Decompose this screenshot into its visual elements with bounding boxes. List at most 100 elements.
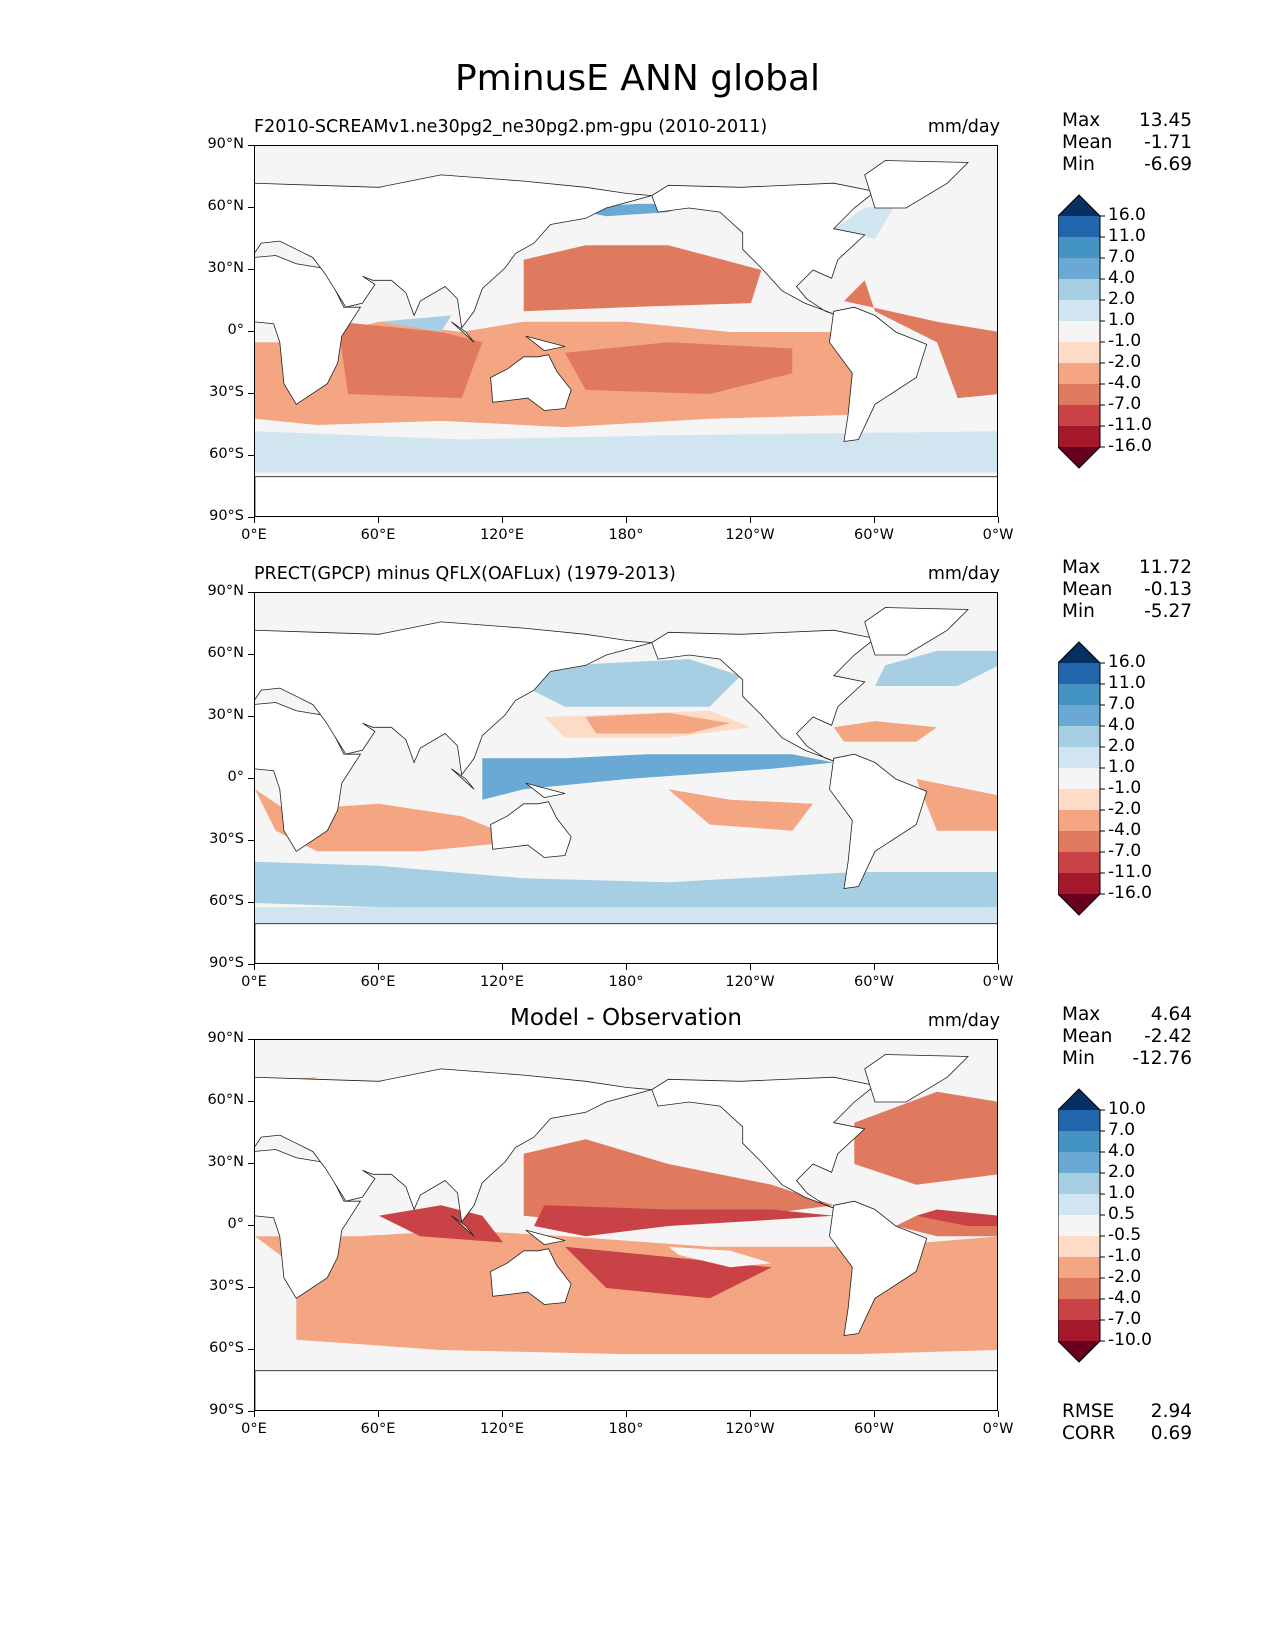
stat-row: Max 4.64 [1062, 1004, 1192, 1026]
lat-tick [248, 1039, 254, 1041]
stat-value: -0.13 [1144, 579, 1192, 600]
lon-tick-label: 60°W [853, 1421, 895, 1437]
lat-tick [248, 207, 254, 209]
stat-row: Mean -1.71 [1062, 132, 1192, 154]
lat-tick-label: 30°N [207, 707, 244, 723]
stat-value: -12.76 [1132, 1048, 1192, 1069]
panel-stats: Max 13.45 Mean -1.71 Min -6.69 [1062, 110, 1192, 176]
metric-value: 2.94 [1150, 1401, 1192, 1422]
continent-outline [525, 782, 566, 799]
lat-tick [248, 1349, 254, 1351]
continent-outline [451, 1215, 475, 1237]
continent-outline [255, 476, 997, 516]
anomaly-region [255, 907, 997, 924]
colorbar-segment [1058, 747, 1100, 768]
continent-outline [255, 621, 652, 776]
stat-value: 4.64 [1150, 1004, 1192, 1025]
colorbar-label: 4.0 [1108, 268, 1136, 288]
colorbar-label: -11.0 [1108, 862, 1152, 882]
colorbar-label: 4.0 [1108, 715, 1136, 735]
lat-tick-label: 60°S [209, 1340, 244, 1356]
lon-tick [254, 1411, 256, 1417]
continent-outline [829, 306, 928, 442]
colorbar-segment [1058, 810, 1100, 831]
lon-tick-label: 120°W [725, 1421, 775, 1437]
anomaly-region [916, 1209, 997, 1226]
stat-name: Mean [1062, 132, 1113, 153]
lon-tick-label: 0°W [982, 1421, 1014, 1437]
colorbar-segment [1058, 384, 1100, 405]
colorbar [1058, 194, 1105, 469]
lon-tick [378, 1411, 380, 1417]
lon-tick [998, 517, 1000, 523]
lat-tick [248, 331, 254, 333]
colorbar-segment [1058, 279, 1100, 300]
lat-tick [248, 1225, 254, 1227]
anomaly-region [337, 321, 483, 399]
lon-tick-label: 0°E [241, 527, 267, 543]
lon-tick-label: 60°E [360, 527, 396, 543]
colorbar-outline [1058, 1088, 1101, 1363]
lon-tick [378, 964, 380, 970]
lat-tick-label: 30°S [209, 384, 244, 400]
colorbar-segment [1058, 768, 1100, 789]
lat-tick-label: 60°N [207, 1092, 244, 1108]
lat-tick [248, 517, 254, 519]
lat-tick-label: 30°S [209, 831, 244, 847]
map-plot [254, 592, 998, 964]
colorbar [1058, 641, 1105, 916]
continent-outline [490, 354, 572, 411]
colorbar-label: -7.0 [1108, 841, 1142, 861]
colorbar-segment [1058, 1236, 1100, 1257]
lat-tick [248, 592, 254, 594]
lon-tick [502, 964, 504, 970]
colorbar-label: 11.0 [1108, 226, 1146, 246]
colorbar [1058, 1088, 1105, 1363]
lon-tick [626, 964, 628, 970]
lat-tick-label: 90°S [209, 1402, 244, 1418]
panel-title: F2010-SCREAMv1.ne30pg2_ne30pg2.pm-gpu (2… [254, 117, 768, 137]
panel-stats: Max 11.72 Mean -0.13 Min -5.27 [1062, 557, 1192, 623]
anomaly-region [255, 431, 997, 473]
lon-tick-label: 120°W [725, 974, 775, 990]
anomaly-region [844, 270, 997, 399]
anomaly-region [565, 1246, 772, 1299]
lon-tick [874, 1411, 876, 1417]
anomaly-region [523, 1139, 834, 1226]
colorbar-label: 2.0 [1108, 736, 1136, 756]
colorbar-label: 0.5 [1108, 1204, 1136, 1224]
map-svg [255, 607, 997, 963]
colorbar-segment [1058, 1341, 1100, 1362]
map-svg [255, 1054, 997, 1410]
panel-title: Model - Observation [509, 1005, 743, 1031]
colorbar-segment [1058, 447, 1100, 468]
lon-tick-label: 120°E [479, 974, 525, 990]
lon-tick-label: 0°W [982, 974, 1014, 990]
colorbar-segment [1058, 1299, 1100, 1320]
metric-name: CORR [1062, 1423, 1116, 1444]
lon-tick-label: 60°W [853, 527, 895, 543]
colorbar-label: 11.0 [1108, 673, 1146, 693]
colorbar-segment [1058, 642, 1100, 663]
stat-value: -2.42 [1144, 1026, 1192, 1047]
anomaly-region [668, 789, 813, 831]
lat-tick-label: 0° [227, 769, 244, 785]
colorbar-label: -4.0 [1108, 373, 1142, 393]
stat-name: Mean [1062, 1026, 1113, 1047]
lon-tick [502, 517, 504, 523]
colorbar-segment [1058, 342, 1100, 363]
lon-tick [998, 964, 1000, 970]
lat-tick [248, 778, 254, 780]
continent-outline [651, 629, 876, 763]
map-plot [254, 1039, 998, 1411]
colorbar-label: 16.0 [1108, 652, 1146, 672]
continent-outline [490, 1248, 572, 1305]
colorbar-segment [1058, 789, 1100, 810]
colorbar-label: -1.0 [1108, 331, 1142, 351]
stat-value: 13.45 [1139, 110, 1192, 131]
metric-value: 0.69 [1150, 1423, 1192, 1444]
lat-tick-label: 60°N [207, 645, 244, 661]
colorbar-label: 7.0 [1108, 1120, 1136, 1140]
anomaly-region [565, 342, 793, 394]
stat-name: Max [1062, 1004, 1101, 1025]
